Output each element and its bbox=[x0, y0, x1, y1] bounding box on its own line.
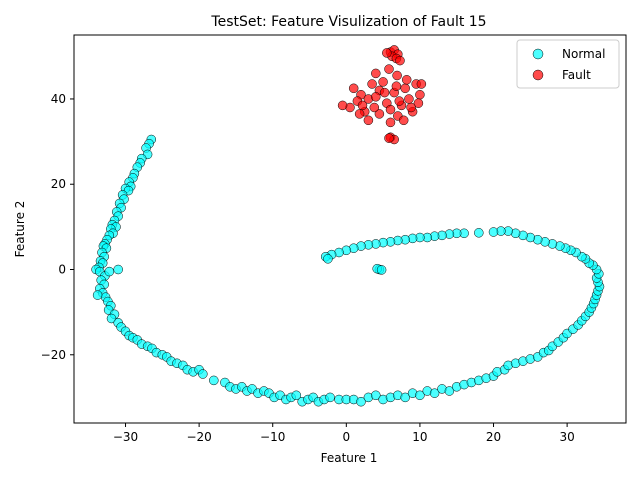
point-fault-44 bbox=[384, 64, 394, 74]
x-tick-label: 10 bbox=[412, 430, 427, 444]
point-fault-35 bbox=[371, 92, 381, 102]
point-normal-99 bbox=[400, 392, 410, 403]
x-tick-label: 30 bbox=[559, 430, 574, 444]
point-fault-26 bbox=[404, 94, 414, 104]
point-fault-34 bbox=[357, 100, 368, 111]
point-normal-49 bbox=[106, 313, 117, 324]
point-fault-19 bbox=[378, 77, 388, 87]
point-fault-32 bbox=[385, 117, 396, 128]
x-axis: −30 −20 −10 0 10 20 30 bbox=[113, 423, 575, 444]
point-normal-95 bbox=[371, 390, 381, 401]
point-fault-30 bbox=[363, 115, 374, 126]
y-tick-label: 0 bbox=[58, 263, 66, 277]
x-tick-label: −20 bbox=[186, 430, 211, 444]
point-fault-29 bbox=[415, 89, 425, 100]
point-normal-101 bbox=[415, 390, 425, 401]
point-normal-89 bbox=[325, 392, 335, 403]
point-normal-38 bbox=[113, 264, 123, 275]
point-normal-103 bbox=[429, 388, 440, 398]
point-fault-31 bbox=[374, 109, 385, 119]
point-normal-44 bbox=[92, 290, 103, 300]
chart-title: TestSet: Feature Visulization of Fault 1… bbox=[210, 14, 486, 30]
point-fault-43 bbox=[354, 109, 365, 119]
point-normal-178 bbox=[323, 254, 333, 264]
point-fault-25 bbox=[400, 83, 410, 94]
point-fault-42 bbox=[337, 100, 348, 111]
point-fault-45 bbox=[392, 70, 402, 81]
point-fault-46 bbox=[406, 102, 416, 113]
y-tick-label: −20 bbox=[41, 348, 66, 362]
y-axis-label: Feature 2 bbox=[13, 201, 27, 258]
point-normal-68 bbox=[198, 369, 208, 379]
series-fault bbox=[337, 45, 427, 145]
point-fault-39 bbox=[369, 102, 380, 113]
point-fault-38 bbox=[401, 75, 412, 85]
point-fault-36 bbox=[379, 87, 390, 98]
point-normal-157 bbox=[474, 228, 484, 238]
point-fault-16 bbox=[367, 79, 377, 89]
y-tick-label: 40 bbox=[51, 92, 66, 106]
x-tick-label: −30 bbox=[113, 430, 138, 444]
point-fault-40 bbox=[394, 96, 405, 106]
point-fault-33 bbox=[398, 115, 409, 126]
x-axis-label: Feature 1 bbox=[321, 451, 378, 465]
point-normal-93 bbox=[356, 396, 366, 407]
plot-frame bbox=[73, 34, 627, 424]
point-fault-17 bbox=[371, 68, 381, 79]
legend-label-fault: Fault bbox=[562, 68, 591, 82]
legend-label-normal: Normal bbox=[562, 47, 605, 61]
y-axis: −20 0 20 40 bbox=[41, 92, 74, 362]
point-fault-10 bbox=[348, 83, 359, 94]
x-tick-label: 0 bbox=[342, 430, 350, 444]
y-tick-label: 20 bbox=[51, 177, 66, 191]
legend-marker-normal bbox=[532, 48, 544, 60]
x-tick-label: −10 bbox=[260, 430, 285, 444]
point-normal-69 bbox=[209, 375, 219, 386]
point-normal-156 bbox=[488, 227, 499, 237]
point-fault-9 bbox=[384, 133, 394, 143]
point-normal-181 bbox=[376, 265, 387, 275]
point-normal-83 bbox=[291, 390, 302, 401]
plot-points bbox=[91, 45, 605, 407]
x-tick-label: 20 bbox=[486, 430, 501, 444]
point-fault-21 bbox=[385, 104, 396, 115]
point-fault-41 bbox=[413, 98, 424, 108]
legend: Normal Fault bbox=[516, 39, 620, 89]
point-fault-5 bbox=[395, 55, 405, 66]
point-fault-47 bbox=[416, 79, 427, 89]
series-normal bbox=[91, 134, 605, 407]
legend-marker-fault bbox=[532, 69, 544, 81]
point-fault-6 bbox=[382, 48, 392, 58]
point-fault-37 bbox=[391, 81, 402, 91]
point-normal-37 bbox=[104, 266, 115, 277]
point-normal-105 bbox=[444, 386, 455, 396]
